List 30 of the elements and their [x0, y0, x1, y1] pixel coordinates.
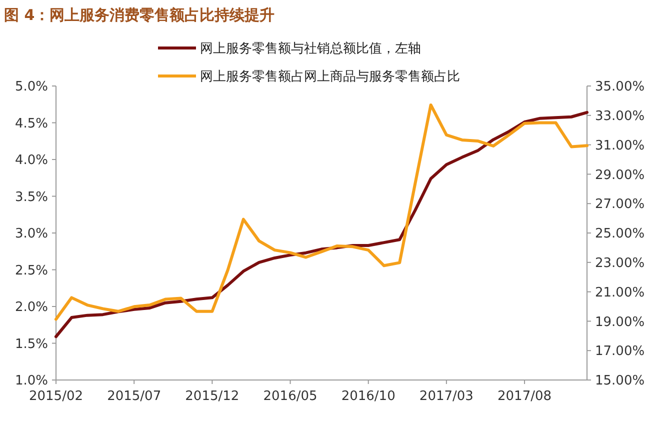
- y-tick-label: 3.5%: [14, 190, 48, 205]
- y-tick-label: 4.0%: [14, 153, 48, 168]
- y2-tick-label: 29.00%: [595, 168, 645, 183]
- y-tick-label: 1.0%: [14, 374, 48, 389]
- y2-tick-label: 31.00%: [595, 138, 645, 154]
- y2-tick-label: 35.00%: [595, 80, 645, 95]
- x-tick-label: 2016/05: [263, 389, 318, 404]
- x-tick-label: 2017/03: [419, 389, 474, 404]
- x-tick-label: 2015/02: [28, 389, 84, 404]
- chart-title: 图 4：网上服务消费零售额占比持续提升: [4, 6, 275, 24]
- y2-tick-label: 23.00%: [595, 256, 645, 271]
- y-tick-label: 5.0%: [14, 80, 48, 95]
- legend-label: 网上服务零售额占网上商品与服务零售额占比: [200, 70, 460, 85]
- x-tick-label: 2016/10: [341, 389, 396, 404]
- y2-tick-label: 17.00%: [595, 344, 645, 360]
- y2-tick-label: 25.00%: [595, 226, 645, 242]
- legend-label: 网上服务零售额与社销总额比值，左轴: [200, 42, 421, 57]
- x-tick-label: 2015/12: [185, 389, 240, 404]
- y2-tick-label: 33.00%: [595, 108, 645, 124]
- y-tick-label: 2.5%: [14, 263, 48, 278]
- y2-tick-label: 21.00%: [595, 285, 645, 300]
- y2-tick-label: 15.00%: [595, 374, 645, 389]
- y2-tick-label: 27.00%: [595, 197, 645, 212]
- x-tick-label: 2017/08: [498, 389, 552, 404]
- y-tick-label: 4.5%: [14, 116, 48, 132]
- x-tick-label: 2015/07: [107, 389, 162, 404]
- y-tick-label: 2.0%: [14, 300, 48, 316]
- y2-tick-label: 19.00%: [595, 314, 645, 330]
- y-tick-label: 1.5%: [14, 336, 48, 352]
- y-tick-label: 3.0%: [14, 226, 48, 242]
